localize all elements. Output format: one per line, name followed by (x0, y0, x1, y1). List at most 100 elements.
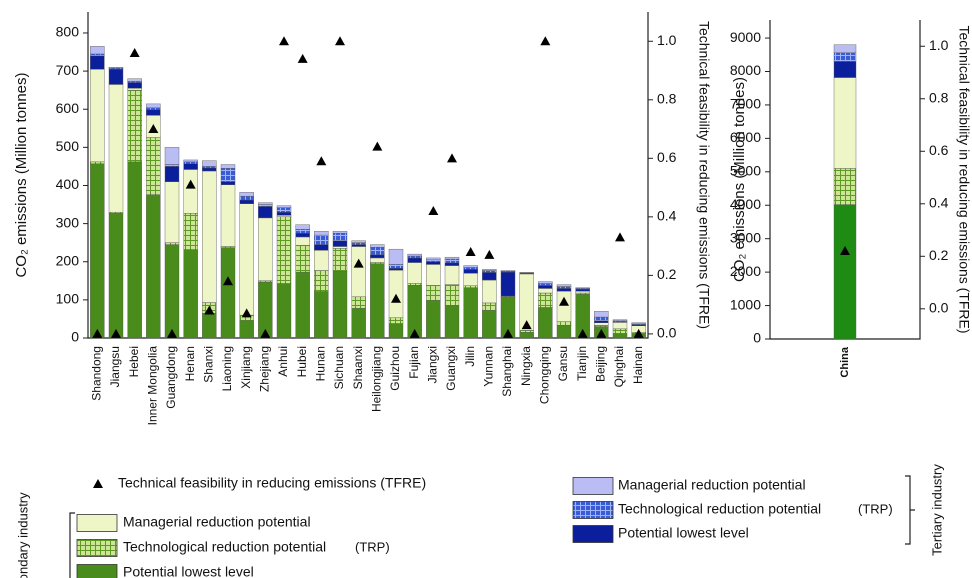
bar-segment (370, 247, 385, 256)
legend-swatch (76, 539, 118, 557)
x-tick-label: Heilongjiang (370, 346, 384, 412)
bar-segment (500, 271, 516, 297)
bar-segment (538, 307, 553, 339)
bar-segment (426, 257, 441, 261)
x-tick-label: Chongqing (538, 346, 552, 404)
bar-segment (276, 211, 292, 216)
bar-segment (127, 78, 142, 82)
tfre-marker (279, 36, 289, 46)
bar-segment (556, 325, 572, 339)
bar-segment (519, 330, 534, 333)
tfre-marker (465, 246, 476, 256)
bar-segment (127, 88, 142, 91)
tfre-marker (92, 328, 103, 338)
bar-segment (276, 205, 292, 208)
x-tick-label: Inner Mongolia (146, 346, 160, 426)
bar-segment (183, 163, 198, 170)
y-tick-label: 2000 (730, 263, 761, 279)
bar-segment (295, 245, 310, 273)
x-tick-label: Qinghai (612, 346, 626, 387)
x-tick-label: Shandong (90, 346, 104, 401)
bar-segment (538, 281, 553, 284)
x-tick-label: Fujian (407, 346, 421, 379)
y-tick-label: 3000 (730, 229, 761, 245)
bar-segment (575, 288, 590, 292)
x-tick-label: Jilin (463, 346, 477, 367)
bar-segment (482, 279, 497, 304)
bar-segment (164, 147, 180, 165)
bar-segment (164, 181, 180, 243)
bar-segment (332, 248, 348, 272)
x-tick-label: Shaanxi (351, 346, 365, 389)
bar-segment (463, 272, 478, 286)
legend-note: (TRP) (858, 501, 893, 516)
bar-segment (314, 244, 329, 251)
bar-segment (146, 137, 161, 195)
bar-segment (183, 213, 198, 250)
legend-bracket (905, 475, 915, 545)
bar-segment (220, 164, 236, 169)
tfre-marker (167, 328, 177, 338)
bar-segment (332, 271, 348, 339)
bar-segment (183, 161, 198, 164)
y-tick-label: 1000 (730, 296, 761, 312)
bar-segment (351, 240, 366, 243)
tfre-marker (484, 249, 495, 259)
y2-tick-label: 0.0 (657, 325, 677, 341)
bar-segment (556, 288, 572, 292)
bar-segment (164, 164, 180, 167)
bar-segment (314, 270, 329, 292)
tfre-marker (372, 141, 383, 151)
x-tick-label: Ningxia (519, 346, 533, 386)
bar-segment (575, 287, 590, 289)
bar-segment (444, 305, 460, 339)
bar-segment (90, 55, 105, 70)
bar-segment (519, 332, 534, 339)
y-tick-label: 600 (56, 100, 80, 116)
bar-segment (127, 89, 142, 163)
legend-swatch (76, 514, 118, 532)
legend-note: (TRP) (355, 539, 390, 554)
bar-segment (332, 232, 348, 241)
x-tick-label: Shanxi (202, 346, 216, 383)
y-tick-label: 200 (56, 252, 80, 268)
y-tick-label: 7000 (730, 96, 761, 112)
tfre-marker (297, 53, 308, 63)
bar-segment (833, 168, 857, 205)
y-tick-label: 800 (56, 24, 80, 40)
legend-label: Managerial reduction potential (618, 477, 806, 493)
bar-segment (556, 286, 572, 289)
y2-axis-label: Technical feasibility in reducing emissi… (956, 25, 972, 333)
bar-segment (351, 308, 366, 339)
tfre-marker (596, 328, 607, 338)
bar-segment (463, 269, 478, 274)
bar-segment (90, 68, 105, 163)
bar-segment (202, 160, 217, 167)
x-tick-label: Tianjin (575, 346, 589, 381)
y2-tick-label: 0.2 (929, 247, 949, 263)
bar-segment (202, 166, 217, 169)
tfre-marker (540, 36, 551, 46)
y-tick-label: 5000 (730, 163, 761, 179)
bar-segment (407, 253, 422, 257)
bar-segment (833, 77, 857, 169)
legend-label: Technical feasibility in reducing emissi… (118, 475, 426, 491)
bar-segment (295, 236, 310, 246)
bar-segment (108, 68, 124, 85)
x-tick-label: Hubei (295, 346, 309, 377)
bar-segment (108, 67, 124, 69)
y2-tick-label: 0.0 (929, 300, 949, 316)
y-tick-label: 0 (753, 330, 761, 346)
bar-segment (108, 84, 124, 213)
y2-axis-label: Technical feasibility in reducing emissi… (696, 21, 712, 329)
x-tick-label: Yunnan (482, 346, 496, 387)
bar-segment (127, 82, 142, 89)
bar-segment (833, 44, 857, 53)
bar-segment (594, 320, 609, 323)
bar-segment (295, 232, 310, 238)
x-tick-label: Jiangsu (108, 346, 122, 387)
x-tick-label: Sichuan (332, 346, 346, 389)
bar-segment (612, 328, 628, 334)
x-tick-label: Guangdong (164, 346, 178, 409)
